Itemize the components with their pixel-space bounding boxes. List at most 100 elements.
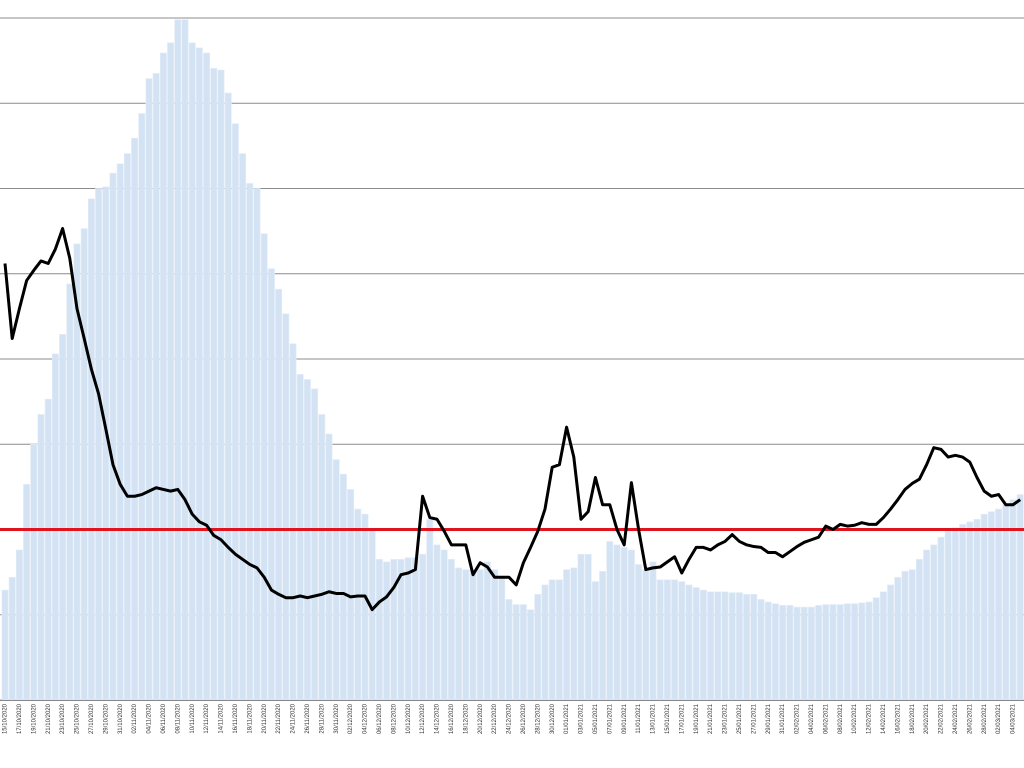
- bar: [599, 570, 607, 701]
- bar: [635, 564, 643, 701]
- bar: [239, 153, 247, 701]
- bar: [188, 42, 196, 701]
- bar: [440, 549, 448, 701]
- bar: [519, 604, 527, 701]
- bar: [793, 606, 801, 701]
- bar: [167, 42, 175, 701]
- bar: [894, 576, 902, 701]
- x-tick-label: 08/11/2020: [175, 703, 181, 733]
- bar: [973, 518, 981, 701]
- bar: [915, 559, 923, 701]
- bar: [289, 343, 297, 701]
- bar: [577, 553, 585, 701]
- x-tick-label: 04/03/2021: [1011, 703, 1017, 734]
- x-tick-label: 15/10/2020: [3, 703, 9, 734]
- bar: [865, 601, 873, 701]
- bar: [563, 569, 571, 701]
- bar: [843, 603, 851, 701]
- bar: [901, 570, 909, 701]
- x-tick-label: 20/12/2020: [478, 703, 484, 734]
- x-tick-label: 23/01/2021: [723, 703, 729, 734]
- bar: [59, 333, 67, 701]
- bar: [743, 593, 751, 701]
- x-tick-label: 18/11/2020: [247, 703, 253, 733]
- bar: [368, 529, 376, 701]
- bar: [419, 553, 427, 701]
- bar: [714, 591, 722, 701]
- x-tick-label: 18/12/2020: [463, 703, 469, 734]
- bar: [735, 592, 743, 701]
- bar: [231, 123, 239, 701]
- bar: [980, 513, 988, 701]
- bar: [8, 576, 16, 701]
- x-tick-label: 28/02/2021: [982, 703, 988, 734]
- bar: [296, 374, 304, 701]
- bar: [87, 198, 95, 701]
- bar: [174, 19, 182, 701]
- x-tick-label: 31/10/2020: [118, 703, 124, 734]
- bar: [757, 599, 765, 701]
- bar: [613, 544, 621, 701]
- bar: [109, 172, 117, 701]
- bar: [275, 288, 283, 701]
- x-tick-label: 04/12/2020: [363, 703, 369, 734]
- bar: [555, 579, 563, 701]
- bar: [152, 73, 160, 701]
- bar: [858, 602, 866, 701]
- bar: [66, 283, 74, 701]
- bar: [131, 137, 139, 701]
- bar: [37, 414, 45, 701]
- x-tick-label: 26/12/2020: [521, 703, 527, 734]
- x-tick-label: 31/01/2021: [780, 703, 786, 734]
- x-tick-label: 14/11/2020: [219, 703, 225, 733]
- bar: [649, 561, 657, 701]
- bar: [282, 313, 290, 701]
- bar: [685, 584, 693, 701]
- bar: [311, 388, 319, 701]
- bar: [815, 605, 823, 701]
- x-tick-label: 06/02/2021: [823, 703, 829, 734]
- x-tick-label: 10/11/2020: [190, 703, 196, 733]
- x-tick-label: 21/10/2020: [46, 703, 52, 734]
- x-tick-label: 28/12/2020: [535, 703, 541, 734]
- bar: [15, 549, 23, 701]
- bar: [224, 92, 232, 701]
- bar: [1016, 494, 1024, 701]
- x-tick-label: 14/12/2020: [435, 703, 441, 734]
- x-tick-label: 24/02/2021: [953, 703, 959, 734]
- bar: [908, 569, 916, 701]
- bar: [138, 113, 146, 701]
- bar: [987, 511, 995, 701]
- x-tick-label: 06/12/2020: [377, 703, 383, 734]
- bar: [707, 591, 715, 701]
- bar: [80, 228, 88, 701]
- bar: [145, 78, 153, 701]
- x-tick-label: 02/12/2020: [348, 703, 354, 734]
- x-tick-label: 21/01/2021: [708, 703, 714, 734]
- bar: [318, 414, 326, 701]
- x-tick-label: 02/02/2021: [795, 703, 801, 734]
- x-tick-label: 17/10/2020: [17, 703, 23, 734]
- bar: [217, 69, 225, 701]
- bar: [570, 567, 578, 701]
- bar: [433, 544, 441, 701]
- bar: [426, 518, 434, 701]
- bar: [159, 52, 167, 701]
- x-tick-label: 15/01/2021: [665, 703, 671, 734]
- x-tick-label: 01/01/2021: [564, 703, 570, 734]
- bar: [195, 47, 203, 701]
- bar: [332, 459, 340, 701]
- x-tick-label: 27/01/2021: [751, 703, 757, 734]
- bar: [663, 579, 671, 701]
- bar: [721, 591, 729, 701]
- bar: [411, 557, 419, 701]
- x-tick-label: 25/01/2021: [737, 703, 743, 734]
- bar: [116, 163, 124, 701]
- x-tick-label: 03/01/2021: [579, 703, 585, 734]
- bar: [699, 589, 707, 701]
- bar: [325, 433, 333, 701]
- x-tick-label: 02/11/2020: [132, 703, 138, 733]
- x-tick-label: 30/12/2020: [550, 703, 556, 734]
